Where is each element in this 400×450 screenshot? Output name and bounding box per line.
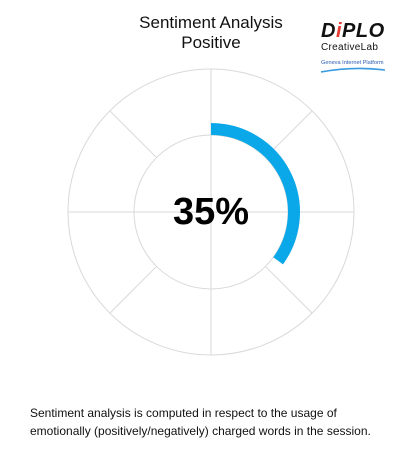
logo-brand: DiPLO (321, 20, 385, 42)
chart-title: Sentiment Analysis Positive (70, 13, 352, 53)
chart-title-line2: Positive (181, 33, 241, 52)
logo-creativelab: CreativeLab (321, 42, 379, 53)
logo-swoosh-icon (321, 67, 385, 73)
chart-title-line1: Sentiment Analysis (139, 13, 283, 32)
logo-gip: Geneva Internet Platform (321, 60, 384, 66)
gauge-value-label: 35% (172, 191, 250, 233)
gauge-value-arc (210, 123, 300, 265)
footer-note-line2: emotionally (positively/negatively) char… (30, 424, 371, 438)
gauge-spoke (265, 266, 313, 314)
footer-note: Sentiment analysis is computed in respec… (30, 404, 390, 440)
footer-note-line1: Sentiment analysis is computed in respec… (30, 406, 337, 420)
gauge-spoke (109, 266, 157, 314)
gauge-spoke (109, 110, 157, 158)
diplo-logo: DiPLO CreativeLab Geneva Internet Platfo… (314, 20, 390, 80)
